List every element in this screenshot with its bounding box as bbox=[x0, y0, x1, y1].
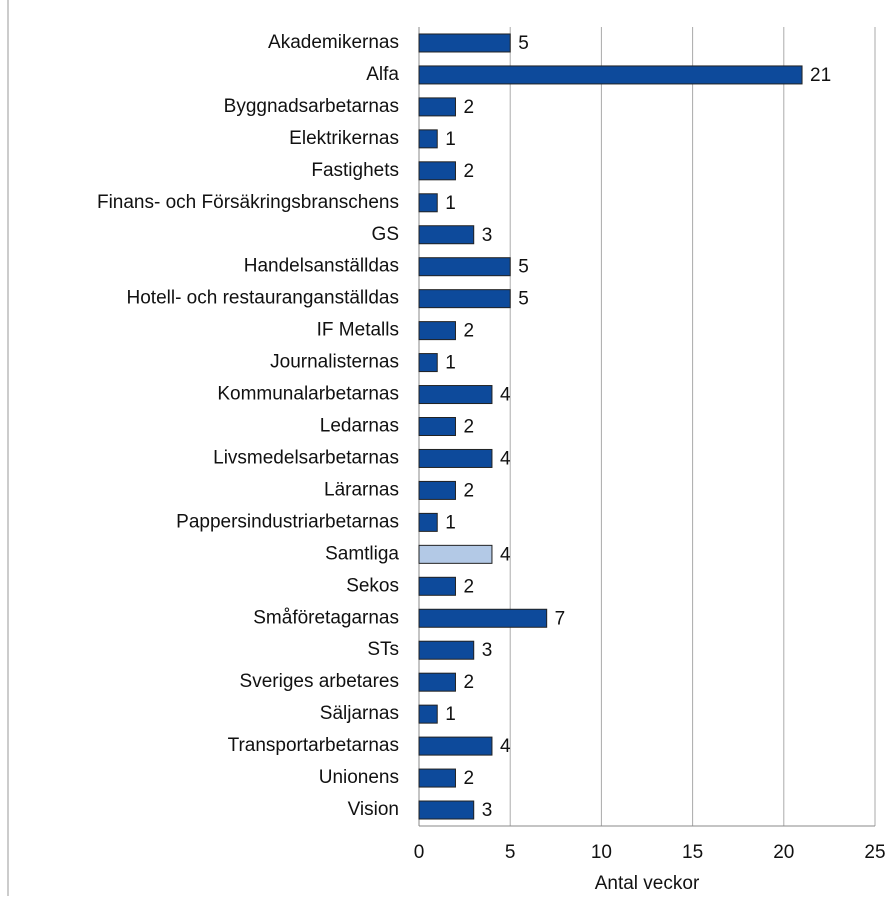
y-tick-label: Journalisternas bbox=[270, 352, 399, 373]
bar bbox=[418, 257, 511, 277]
bar bbox=[418, 385, 493, 405]
bar bbox=[418, 576, 456, 596]
x-axis-title: Antal veckor bbox=[595, 873, 700, 894]
bar bbox=[418, 193, 438, 213]
bar bbox=[418, 768, 456, 788]
y-tick-label: Samtliga bbox=[325, 543, 399, 564]
y-tick-label: Byggnadsarbetarnas bbox=[224, 96, 399, 117]
data-label: 2 bbox=[463, 576, 474, 597]
bar bbox=[418, 417, 456, 436]
data-label: 5 bbox=[518, 257, 529, 278]
bar bbox=[418, 480, 456, 500]
bar bbox=[418, 289, 511, 309]
bar bbox=[418, 33, 511, 53]
bar bbox=[418, 736, 493, 756]
data-label: 2 bbox=[463, 417, 474, 438]
bar bbox=[418, 704, 438, 724]
x-tick-label: 10 bbox=[591, 842, 612, 863]
y-tick-label: Ledarnas bbox=[320, 416, 399, 437]
y-tick-label: Vision bbox=[348, 799, 399, 820]
y-tick-label: Hotell- och restauranganställdas bbox=[127, 288, 400, 309]
y-tick-label: Alfa bbox=[366, 64, 399, 85]
data-label: 4 bbox=[500, 448, 511, 469]
data-label: 5 bbox=[518, 289, 529, 310]
y-tick-label: Säljarnas bbox=[320, 703, 399, 724]
y-tick-label: Livsmedelsarbetarnas bbox=[213, 447, 399, 468]
y-tick-label: Pappersindustriarbetarnas bbox=[176, 511, 399, 532]
bar bbox=[418, 321, 456, 341]
y-tick-label: Sekos bbox=[346, 575, 399, 596]
y-tick-label: Sveriges arbetares bbox=[240, 671, 399, 692]
y-tick-label: Transportarbetarnas bbox=[228, 735, 399, 756]
bar bbox=[418, 225, 475, 245]
bar bbox=[418, 353, 438, 373]
data-label: 2 bbox=[463, 321, 474, 342]
data-label: 1 bbox=[445, 129, 456, 150]
data-label: 1 bbox=[445, 704, 456, 725]
x-tick-label: 5 bbox=[505, 842, 516, 863]
data-label: 2 bbox=[463, 768, 474, 789]
y-tick-label: Finans- och Försäkringsbranschens bbox=[97, 192, 399, 213]
bar bbox=[418, 640, 475, 660]
y-tick-label: Handelsanställdas bbox=[244, 256, 399, 277]
bar bbox=[418, 97, 456, 117]
bar bbox=[418, 608, 548, 628]
y-tick-label: Unionens bbox=[319, 767, 399, 788]
x-tick-label: 15 bbox=[682, 842, 703, 863]
bar bbox=[418, 161, 456, 181]
data-label: 1 bbox=[445, 353, 456, 374]
y-tick-label: Lärarnas bbox=[324, 479, 399, 500]
bar bbox=[418, 65, 803, 85]
data-label: 2 bbox=[463, 480, 474, 501]
data-label: 3 bbox=[482, 640, 493, 661]
x-tick-label: 20 bbox=[773, 842, 794, 863]
y-tick-label: STs bbox=[367, 639, 399, 660]
data-label: 21 bbox=[810, 65, 831, 86]
data-label: 3 bbox=[482, 225, 493, 246]
bar bbox=[418, 544, 493, 564]
data-label: 5 bbox=[518, 33, 529, 54]
y-tick-label: Fastighets bbox=[311, 160, 399, 181]
data-label: 4 bbox=[500, 736, 511, 757]
bar bbox=[418, 448, 493, 468]
bar bbox=[418, 672, 456, 692]
data-label: 7 bbox=[555, 608, 566, 629]
data-label: 1 bbox=[445, 193, 456, 214]
data-label: 4 bbox=[500, 385, 511, 406]
y-tick-label: Elektrikernas bbox=[289, 128, 399, 149]
bar bbox=[418, 800, 475, 820]
data-label: 4 bbox=[500, 544, 511, 565]
data-label: 2 bbox=[463, 161, 474, 182]
data-label: 2 bbox=[463, 672, 474, 693]
x-tick-label: 0 bbox=[414, 842, 425, 863]
bar bbox=[418, 512, 438, 532]
y-tick-label: Kommunalarbetarnas bbox=[217, 384, 399, 405]
data-label: 2 bbox=[463, 97, 474, 118]
data-label: 3 bbox=[482, 800, 493, 821]
x-tick-label: 25 bbox=[864, 842, 885, 863]
data-label: 1 bbox=[445, 512, 456, 533]
y-tick-label: IF Metalls bbox=[317, 320, 399, 341]
y-tick-label: Akademikernas bbox=[268, 32, 399, 53]
y-tick-label: Småföretagarnas bbox=[253, 607, 399, 628]
bar bbox=[418, 129, 438, 149]
y-tick-label: GS bbox=[372, 224, 399, 245]
